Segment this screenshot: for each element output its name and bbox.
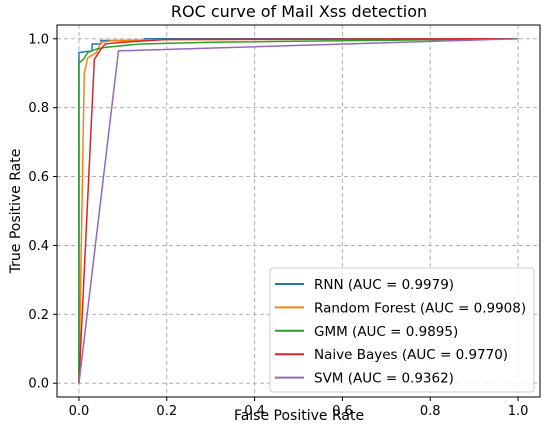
x-tick-label: 0.0 (69, 404, 90, 419)
x-axis-label: False Positive Rate (234, 408, 364, 424)
series-line-2 (78, 38, 519, 384)
y-tick-label: 0.4 (28, 239, 49, 254)
x-axis-ticks: 0.0 0.2 0.4 0.6 0.8 1.0 (69, 397, 529, 419)
y-tick-label: 0.2 (28, 308, 49, 323)
series-line-4 (78, 38, 519, 384)
legend-entry: Naive Bayes (AUC = 0.9770) (314, 347, 508, 363)
legend-entry: SVM (AUC = 0.9362) (314, 371, 454, 387)
x-tick-label: 0.8 (420, 404, 441, 419)
y-tick-label: 0.6 (28, 170, 49, 185)
y-tick-label: 1.0 (28, 32, 49, 47)
legend: RNN (AUC = 0.9979) Random Forest (AUC = 0… (269, 267, 535, 393)
legend-entry: GMM (AUC = 0.9895) (314, 324, 458, 340)
y-axis-ticks: 0.0 0.2 0.4 0.6 0.8 1.0 (28, 32, 57, 392)
x-tick-label: 0.6 (332, 404, 353, 419)
x-tick-label: 0.4 (244, 404, 265, 419)
x-tick-label: 1.0 (508, 404, 529, 419)
legend-entry: Random Forest (AUC = 0.9908) (314, 300, 526, 316)
legend-box (269, 267, 535, 393)
series-lines (78, 38, 519, 384)
y-axis-label: True Positive Rate (8, 149, 24, 275)
plot-frame (56, 24, 541, 398)
y-tick-label: 0.8 (28, 101, 49, 116)
x-tick-label: 0.2 (156, 404, 177, 419)
legend-entry: RNN (AUC = 0.9979) (314, 277, 454, 293)
chart-title: ROC curve of Mail Xss detection (171, 2, 427, 21)
y-tick-label: 0.0 (28, 377, 49, 392)
series-line-3 (78, 38, 519, 384)
series-line-1 (78, 38, 519, 384)
